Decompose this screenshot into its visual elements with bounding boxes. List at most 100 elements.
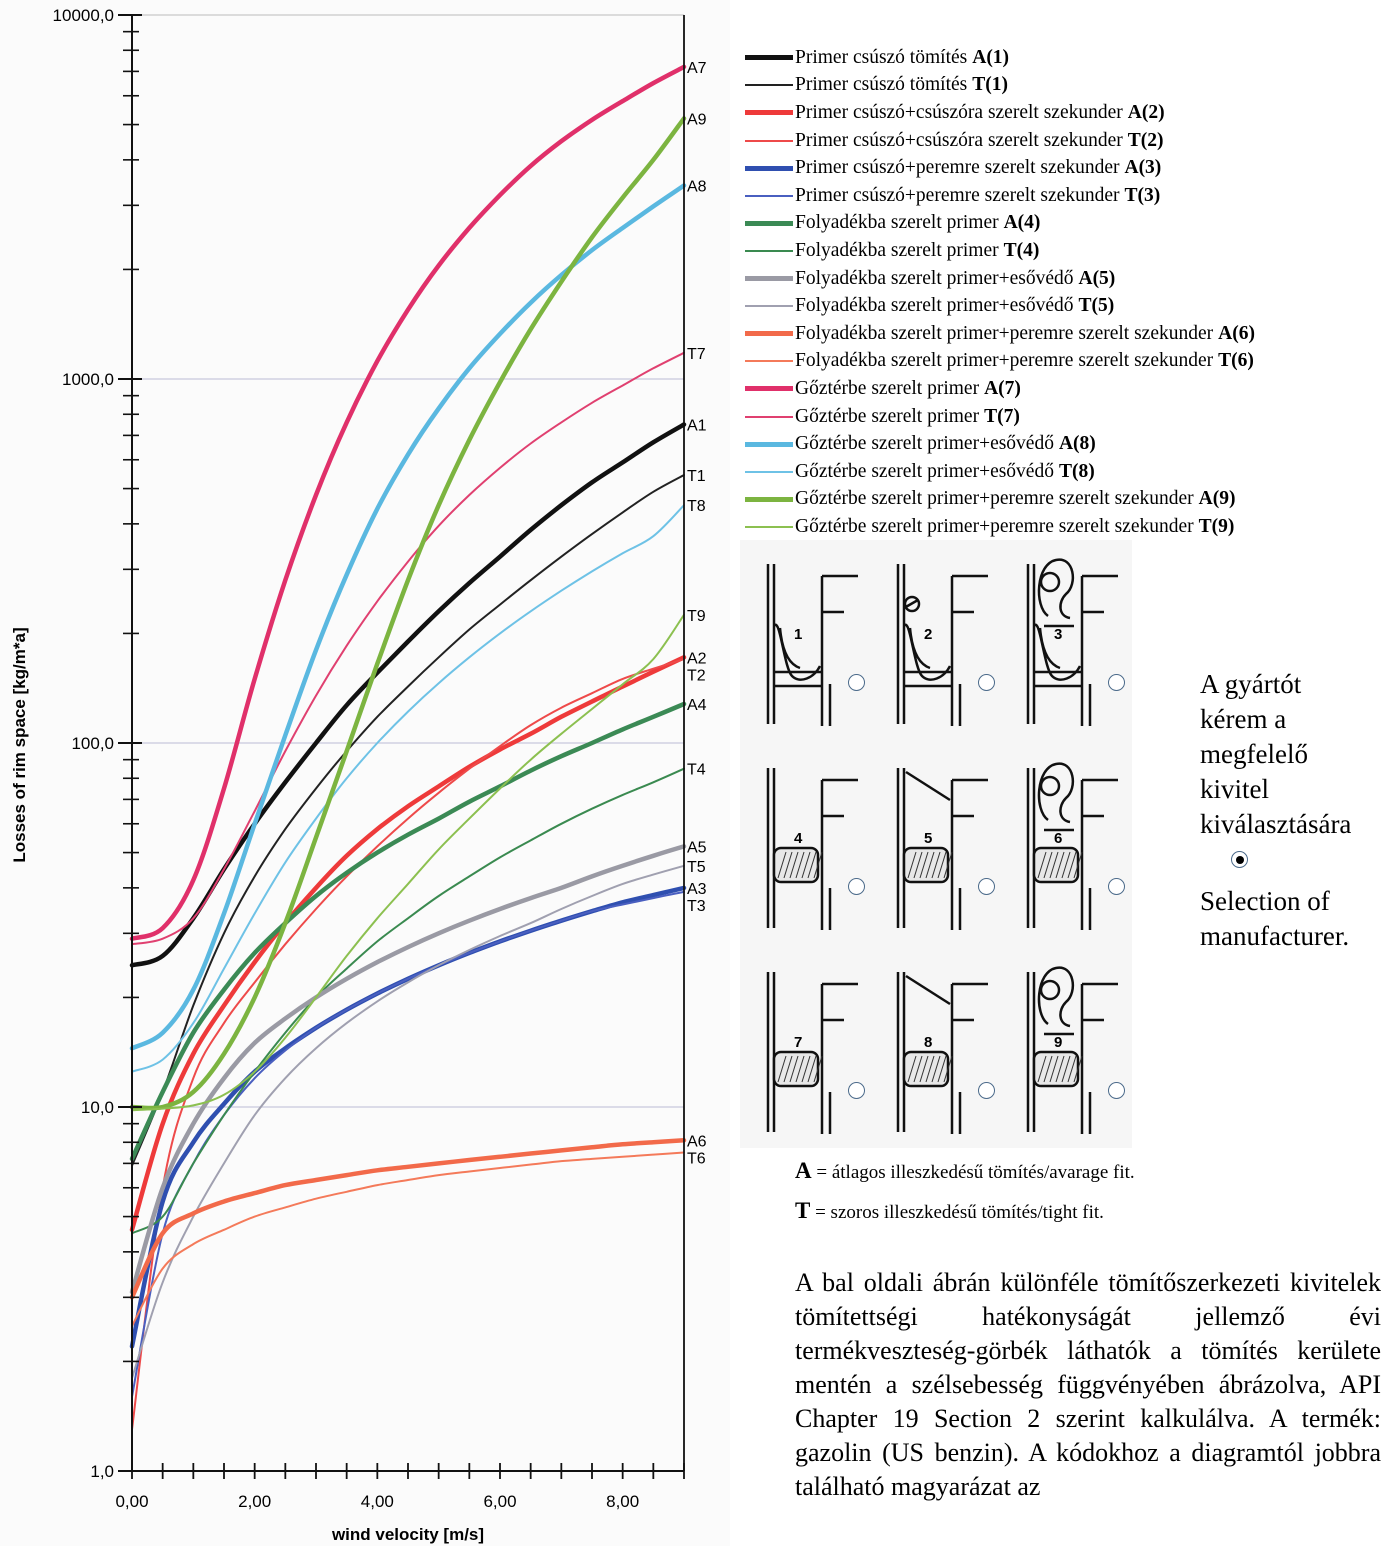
curve-code-A2: A2: [687, 650, 707, 667]
seal-drawing: [766, 972, 858, 1134]
manufacturer-note-line: megfelelő: [1200, 739, 1308, 769]
seal-option-5: 5: [874, 750, 996, 936]
manufacturer-selection-radio[interactable]: [1231, 851, 1248, 868]
curve-code-A8: A8: [687, 179, 707, 196]
legend-swatch: [745, 194, 793, 197]
legend-text: Primer csúszó+csúszóra szerelt szekunder: [795, 129, 1123, 151]
legend-code: A(5): [1078, 267, 1116, 289]
legend-item: Gőztérbe szerelt primer T(7): [745, 403, 1385, 431]
legend-text: Primer csúszó+peremre szerelt szekunder: [795, 157, 1120, 179]
series-line-T1: [131, 474, 685, 1167]
series-line-T2: [131, 658, 685, 1431]
curve-code-A3: A3: [687, 881, 707, 898]
seal-option-2: 2: [874, 546, 996, 732]
manufacturer-note-line: kivitel: [1200, 774, 1269, 804]
legend-text: Gőztérbe szerelt primer+esővédő: [795, 460, 1054, 482]
definition-t-code: T: [795, 1198, 811, 1223]
legend-code: T(9): [1198, 515, 1235, 537]
legend-item: Primer csúszó+peremre szerelt szekunder T…: [745, 182, 1385, 210]
legend-item: Folyadékba szerelt primer+peremre szerel…: [745, 348, 1385, 376]
series-line-T7: [131, 351, 685, 946]
legend-code: T(4): [1003, 239, 1040, 261]
legend-item: Gőztérbe szerelt primer A(7): [745, 375, 1385, 403]
seal-drawing: [896, 768, 988, 930]
legend-text: Primer csúszó tömítés: [795, 74, 968, 96]
series-line-T6: [131, 1151, 685, 1328]
legend-code: A(2): [1127, 101, 1165, 123]
series-line-T8: [131, 504, 685, 1073]
seal-number: 2: [924, 626, 933, 643]
seal-option-radio[interactable]: [978, 1082, 995, 1099]
legend-item: Gőztérbe szerelt primer+peremre szerelt …: [745, 513, 1385, 541]
legend-code: T(2): [1127, 129, 1164, 151]
curve-code-A5: A5: [687, 839, 707, 856]
seal-option-radio[interactable]: [1108, 878, 1125, 895]
legend-swatch: [745, 441, 793, 447]
legend-code: T(1): [972, 74, 1008, 96]
seal-option-radio[interactable]: [1108, 674, 1125, 691]
legend-code: T(8): [1058, 460, 1095, 482]
legend-swatch: [745, 249, 793, 252]
definition-t-text: = szoros illeszkedésű tömítés/tight fit.: [815, 1202, 1104, 1223]
legend-swatch: [745, 415, 793, 418]
seal-type-grid: 1 2 3 4 5 6 7 8 9: [740, 540, 1132, 1148]
y-tick-label: 10,0: [81, 1098, 114, 1117]
x-tick-label: 6,00: [483, 1492, 516, 1511]
legend-text: Folyadékba szerelt primer+peremre szerel…: [795, 322, 1214, 344]
legend-swatch: [745, 525, 793, 528]
seal-drawing: [1026, 762, 1118, 930]
manufacturer-note-line: kérem a: [1200, 704, 1287, 734]
legend-code: A(8): [1058, 433, 1096, 455]
tick-labels: 1,0 10,0 100,0 1000,0 10000,0 0,00 2,00 4,00 6,0…: [53, 6, 640, 1511]
seal-option-3: 3: [1004, 546, 1126, 732]
legend-item: Primer csúszó tömítés A(1): [745, 44, 1385, 72]
seal-option-8: 8: [874, 954, 996, 1140]
seal-option-7: 7: [744, 954, 866, 1140]
legend-swatch: [745, 305, 793, 308]
legend-text: Primer csúszó tömítés: [795, 46, 968, 68]
legend-code: T(3): [1124, 184, 1161, 206]
curve-code-T8: T8: [687, 498, 706, 515]
selection-of-manufacturer-label: Selection of manufacturer.: [1200, 884, 1392, 954]
seal-number: 1: [794, 626, 803, 643]
legend-code: A(4): [1003, 212, 1041, 234]
series-line-T5: [131, 864, 685, 1380]
selection-label-line: Selection of: [1200, 886, 1330, 916]
series-line-A6: [129, 1138, 687, 1300]
seal-option-radio[interactable]: [1108, 1082, 1125, 1099]
seal-option-radio[interactable]: [848, 878, 865, 895]
seal-number: 6: [1054, 830, 1063, 847]
seal-drawing: [1026, 558, 1118, 726]
seal-drawing: [896, 972, 988, 1134]
legend-text: Folyadékba szerelt primer+peremre szerel…: [795, 350, 1214, 372]
selection-label-line: manufacturer.: [1200, 921, 1350, 951]
legend-code: A(9): [1198, 488, 1236, 510]
seal-option-radio[interactable]: [978, 878, 995, 895]
x-tick-label: 2,00: [238, 1492, 271, 1511]
legend-code: A(7): [984, 377, 1021, 399]
seal-option-radio[interactable]: [848, 1082, 865, 1099]
seal-option-radio[interactable]: [848, 674, 865, 691]
legend-text: Gőztérbe szerelt primer: [795, 377, 980, 399]
legend-item: Folyadékba szerelt primer+esővédő A(5): [745, 265, 1385, 293]
seal-drawing: [1026, 966, 1118, 1134]
seal-number: 4: [794, 830, 803, 847]
chart-legend: Primer csúszó tömítés A(1) Primer csúszó t…: [745, 44, 1385, 541]
legend-text: Gőztérbe szerelt primer: [795, 405, 980, 427]
definition-a-text: = átlagos illeszkedésű tömítés/avarage f…: [816, 1162, 1135, 1183]
curve-code-T6: T6: [687, 1150, 706, 1167]
legend-code: T(5): [1078, 295, 1115, 317]
legend-item: Folyadékba szerelt primer+esővédő T(5): [745, 292, 1385, 320]
curve-code-A7: A7: [687, 60, 707, 77]
definition-tight-fit: T = szoros illeszkedésű tömítés/tight fi…: [795, 1192, 1135, 1232]
x-tick-label: 8,00: [606, 1492, 639, 1511]
curve-code-A1: A1: [687, 417, 707, 434]
legend-item: Folyadékba szerelt primer A(4): [745, 210, 1385, 238]
series-line-T9: [131, 613, 685, 1112]
seal-number: 5: [924, 830, 933, 847]
manufacturer-note-line: A gyártót: [1200, 669, 1302, 699]
legend-item: Primer csúszó+csúszóra szerelt szekunder…: [745, 127, 1385, 155]
legend-text: Gőztérbe szerelt primer+esővédő: [795, 433, 1054, 455]
seal-option-radio[interactable]: [978, 674, 995, 691]
